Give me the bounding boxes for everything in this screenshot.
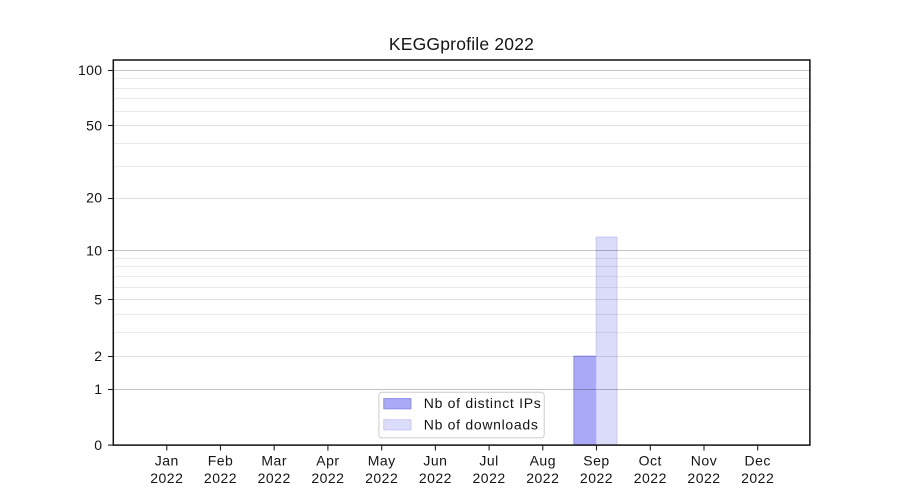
svg-text:2022: 2022 (419, 470, 452, 486)
svg-text:Mar: Mar (261, 453, 287, 469)
svg-text:20: 20 (86, 190, 102, 206)
svg-text:2: 2 (94, 348, 102, 364)
svg-text:Feb: Feb (208, 453, 234, 469)
svg-text:KEGGprofile 2022: KEGGprofile 2022 (389, 34, 534, 54)
svg-text:2022: 2022 (311, 470, 344, 486)
svg-text:Nb of distinct IPs: Nb of distinct IPs (424, 395, 542, 411)
svg-text:2022: 2022 (580, 470, 613, 486)
svg-text:Apr: Apr (316, 453, 339, 469)
svg-text:Nov: Nov (691, 453, 717, 469)
svg-text:May: May (368, 453, 396, 469)
svg-text:2022: 2022 (258, 470, 291, 486)
svg-text:50: 50 (86, 118, 102, 134)
svg-text:2022: 2022 (204, 470, 237, 486)
svg-text:Jun: Jun (423, 453, 447, 469)
svg-text:Jul: Jul (479, 453, 498, 469)
svg-text:100: 100 (78, 62, 102, 78)
svg-text:Jan: Jan (155, 453, 179, 469)
svg-text:0: 0 (94, 437, 102, 453)
svg-text:10: 10 (86, 242, 102, 258)
svg-text:Aug: Aug (530, 453, 556, 469)
svg-text:5: 5 (94, 292, 102, 308)
svg-text:2022: 2022 (473, 470, 506, 486)
svg-text:Oct: Oct (639, 453, 662, 469)
svg-text:2022: 2022 (634, 470, 667, 486)
svg-text:Nb of downloads: Nb of downloads (424, 417, 539, 433)
svg-text:Dec: Dec (744, 453, 770, 469)
svg-text:2022: 2022 (741, 470, 774, 486)
svg-text:1: 1 (94, 381, 102, 397)
svg-text:2022: 2022 (365, 470, 398, 486)
svg-text:Sep: Sep (583, 453, 609, 469)
svg-text:2022: 2022 (526, 470, 559, 486)
svg-text:2022: 2022 (687, 470, 720, 486)
svg-text:2022: 2022 (150, 470, 183, 486)
